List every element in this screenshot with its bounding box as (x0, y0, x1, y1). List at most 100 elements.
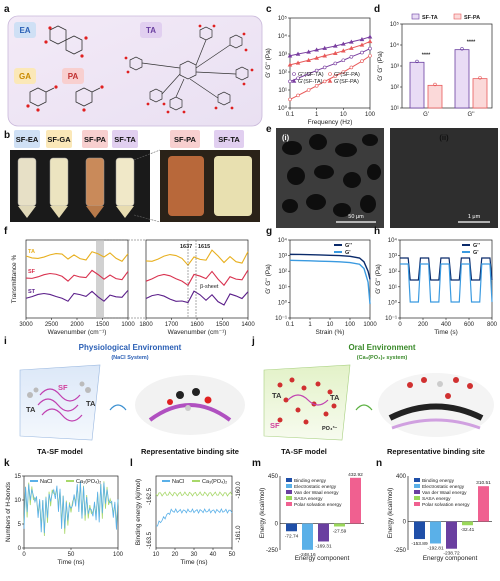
zoom-vial-ta (214, 156, 252, 216)
y-tick-label: 10⁰ (388, 299, 398, 306)
chart-h: G''G' 0 200 400 600 800 10⁻¹ 10⁰ 10¹ 10² 10³ 10⁴ Tim… (375, 237, 498, 336)
y-tick-label: -162.5 (147, 487, 153, 505)
legend-label: G''(SF-TA) (298, 72, 324, 78)
x-axis-label: Time (s) (434, 329, 458, 336)
legend-swatch (286, 496, 292, 500)
data-point (322, 45, 328, 50)
sem-sub-ii: (ii) (439, 133, 449, 142)
panel-b: b SF-EA SF-GA SF-PA SF-TA SF-PA SF-TA (4, 130, 260, 223)
legend-marker (292, 72, 296, 76)
x-tick-label: 1700 (165, 322, 179, 328)
zoom-label-ta: SF-TA (218, 135, 240, 144)
panel-e: e (i) 50 μm (ii) 1 μm (266, 124, 498, 228)
phys-sf-label: SF (58, 383, 68, 392)
data-label: -238.72 (443, 551, 460, 557)
legend-label: Polar solvation energy (294, 502, 342, 508)
y-tick-label: 10¹ (278, 285, 287, 291)
chart-f: TA SF ST 1637 1615 β-sheet 3000 2500 2000 1500 100… (11, 239, 255, 336)
bar-4 (350, 477, 361, 524)
data-point (322, 79, 327, 84)
chart-c: 0.1 1 10 100 10⁰ 10¹ 10² 10³ 10⁴ 10⁵ Frequency (Hz… (265, 15, 376, 126)
sf-helix-phys (37, 388, 83, 422)
panel-label-c: c (266, 4, 272, 15)
x-tick-label: 3000 (19, 322, 33, 328)
legend-label: SF-TA (422, 15, 438, 21)
y-axis-label: Energy (kcal/mol) (259, 488, 266, 539)
data-label: -32.41 (461, 527, 475, 533)
data-label: -72.74 (285, 533, 299, 539)
vial-label-ga: SF-GA (47, 135, 71, 144)
significance-label: **** (422, 52, 431, 58)
ea-structure-icon (44, 25, 88, 58)
panel-label-i: i (4, 336, 7, 347)
phys-ta-label-1: TA (26, 405, 36, 414)
legend-swatch (414, 490, 420, 494)
vial-label-pa: SF-PA (84, 135, 107, 144)
legend-label: G' (345, 250, 351, 256)
y-tick-label: 0 (18, 546, 22, 552)
data-point (295, 60, 301, 65)
zoom-tag-pa (170, 130, 200, 148)
legend-swatch (334, 251, 342, 253)
y-tick-label: 10¹ (390, 106, 399, 112)
legend-swatch (334, 244, 342, 246)
phys-subtitle: (NaCl System) (111, 355, 148, 361)
y-tick-label: 400 (396, 474, 407, 480)
y-axis-label: Transmittance % (11, 255, 18, 304)
vial-label-ea: SF-EA (16, 135, 39, 144)
x-tick-label: 10 (340, 112, 347, 118)
data-point (322, 65, 327, 70)
bar-SF-TA (454, 49, 470, 109)
ea-label: EA (19, 26, 30, 35)
ftir-line-right-1 (145, 269, 249, 287)
data-point (460, 47, 464, 51)
data-point (341, 58, 346, 63)
legend-label: Ca₃(PO₄)₂ (76, 479, 101, 485)
x-tick-label: 100 (345, 322, 356, 328)
phys-caption-model: TA-SF model (37, 447, 83, 456)
x-tick-label: 0.1 (286, 322, 295, 328)
x-axis-label: Strain (%) (316, 329, 345, 336)
x-tick-label: 100 (113, 552, 124, 558)
y-axis-label: G' G'' (Pa) (265, 264, 272, 294)
binding-site-phys (135, 375, 245, 435)
y-axis-label: G' G'' (Pa) (265, 48, 272, 78)
legend-swatch (286, 484, 292, 488)
chart-l: NaCl Ca₃(PO₄)₂ 10 20 30 40 50 -162.5 -163.5 -160.… (135, 475, 242, 566)
data-point (306, 57, 311, 62)
ga-label: GA (19, 72, 31, 81)
data-point (349, 65, 354, 70)
data-label: 310.51 (476, 480, 491, 486)
legend-swatch (414, 478, 420, 482)
y-axis-label: G' G'' (Pa) (375, 264, 382, 294)
data-point (349, 54, 354, 59)
data-point (287, 53, 293, 58)
plot-frame (289, 239, 371, 319)
x-tick-label: 100 (365, 112, 376, 118)
y-tick-label: 10⁰ (278, 299, 288, 306)
vial-tag-ea (14, 130, 40, 148)
data-point (306, 88, 311, 92)
data-point (314, 84, 319, 88)
data-point (349, 39, 354, 44)
sem-pores (282, 134, 381, 217)
category-label: G' (423, 112, 429, 118)
x-tick-label: 1500 (96, 322, 110, 328)
phys-caption-site: Representative binding site (141, 447, 239, 456)
data-point (295, 51, 301, 56)
data-point (288, 97, 292, 102)
data-point (367, 34, 373, 39)
bar-2 (318, 523, 329, 542)
x-tick-label: 20 (172, 552, 179, 558)
legend-label: G'' (345, 243, 353, 249)
bar-0 (414, 521, 425, 540)
x-tick-label: 10 (153, 552, 160, 558)
legend-swatch (286, 502, 292, 506)
y-tick-label: 10⁴ (388, 237, 398, 244)
bar-3 (462, 521, 473, 526)
category-label: G'' (468, 112, 475, 118)
oral-po4-label: PO₄³⁻ (322, 425, 337, 432)
data-label: -153.89 (411, 541, 428, 547)
legend-label: G'' (473, 243, 481, 249)
